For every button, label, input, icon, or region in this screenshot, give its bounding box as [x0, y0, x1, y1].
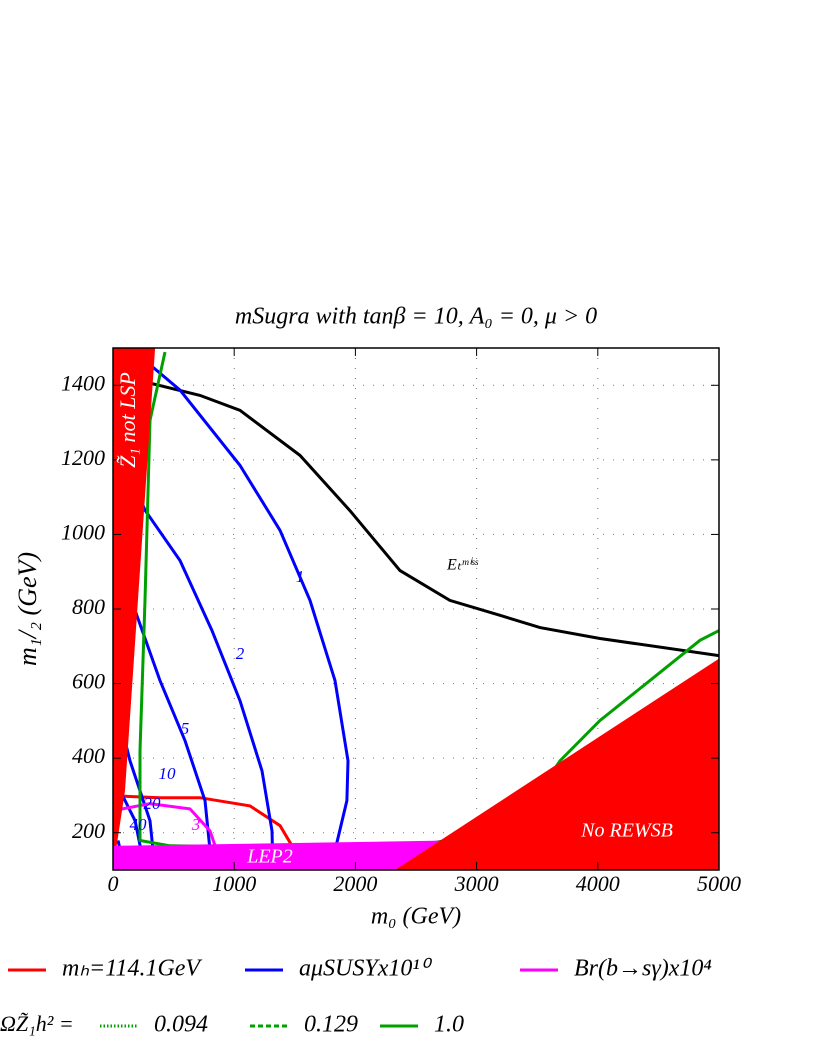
- line-curve: [129, 376, 719, 658]
- chart-title: mSugra with tanβ = 10, A₀ = 0, μ > 0: [235, 304, 597, 330]
- legend-label: aμSUSYx10¹⁰: [299, 956, 433, 982]
- contour-label: 2: [236, 644, 245, 663]
- region-label: LEP2: [246, 846, 293, 868]
- region: [113, 348, 156, 870]
- contour: [134, 350, 350, 870]
- plot-area: [113, 348, 719, 870]
- plot-frame: [112, 347, 720, 871]
- region: [113, 840, 450, 870]
- x-axis-label: m₀ (GeV): [371, 904, 461, 930]
- contour-label: 5: [181, 719, 190, 738]
- overlay: 0 1000 2000 3000 4000 50002004006008001000120…: [8, 347, 741, 1038]
- legend-label: mₕ=114.1GeV: [62, 956, 202, 982]
- x-tick-label: 5000: [697, 871, 741, 896]
- region-label: No REWSB: [580, 820, 673, 842]
- x-tick-label: 4000: [576, 871, 620, 896]
- y-tick-label: 800: [72, 594, 105, 619]
- legend-label: Br(b→sγ)x10⁴: [574, 956, 712, 982]
- legend-title: ΩZ̃₁h² =: [0, 1011, 74, 1036]
- line-label: Eₜᵐⁱˢˢ: [446, 557, 478, 574]
- x-tick-label: 0: [108, 871, 119, 896]
- y-tick-label: 1000: [61, 519, 105, 544]
- contour-label: 20: [144, 794, 162, 813]
- region: [395, 658, 719, 870]
- legend-label: 0.129: [304, 1012, 358, 1038]
- contour-label: 40: [130, 815, 148, 834]
- x-tick-label: 2000: [333, 871, 377, 896]
- region-label: Z̃₁ not LSP: [115, 372, 140, 468]
- legend-label: 1.0: [434, 1012, 464, 1038]
- contour-label: 1: [296, 567, 305, 586]
- y-tick-label: 200: [72, 818, 105, 843]
- contour-label: 3: [191, 815, 201, 834]
- contour-label: 10: [159, 764, 177, 783]
- x-tick-label: 3000: [454, 871, 499, 896]
- y-tick-label: 1400: [61, 370, 105, 395]
- x-tick-label: 1000: [212, 871, 256, 896]
- contour: [113, 802, 217, 847]
- contour: [118, 449, 275, 870]
- y-tick-label: 400: [72, 743, 105, 768]
- y-tick-label: 600: [72, 669, 105, 694]
- y-tick-label: 1200: [61, 445, 105, 470]
- legend-label: 0.094: [154, 1012, 208, 1038]
- y-axis-label: m₁/₂ (GeV): [13, 552, 42, 666]
